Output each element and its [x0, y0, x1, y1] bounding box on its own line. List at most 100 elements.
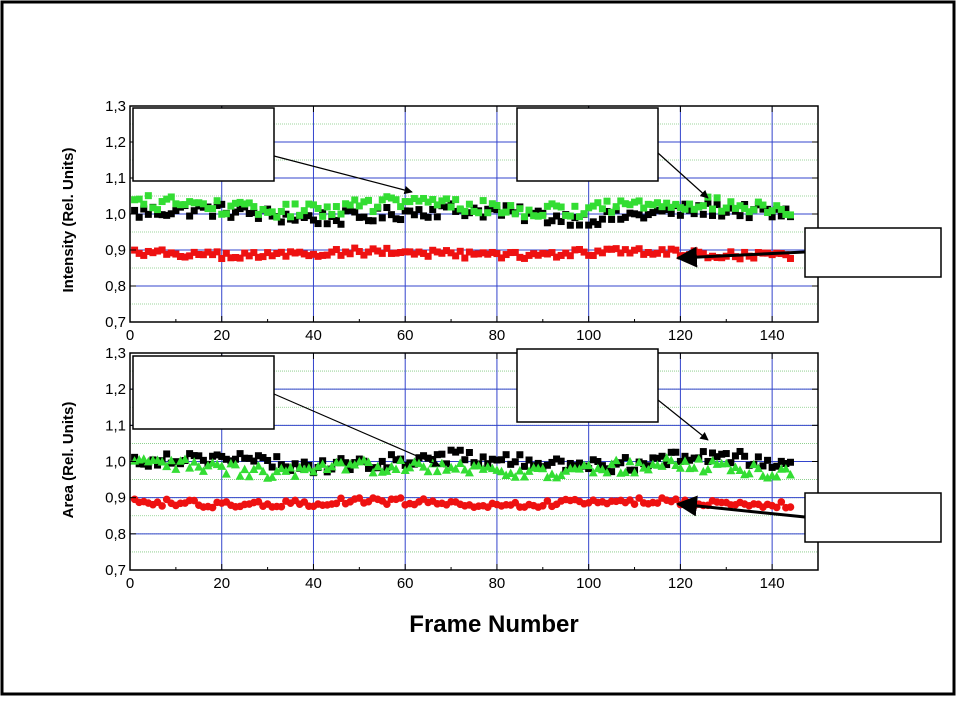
data-point — [534, 251, 542, 259]
x-tick-label: 120 — [668, 327, 693, 344]
data-point — [199, 456, 207, 464]
data-point — [351, 244, 359, 252]
data-point — [686, 200, 694, 208]
data-point — [484, 209, 492, 217]
data-point — [254, 210, 262, 218]
data-point — [621, 200, 629, 208]
x-tick-label: 80 — [489, 327, 506, 344]
data-point — [621, 213, 629, 221]
data-point — [653, 499, 662, 507]
data-point — [488, 248, 496, 256]
data-point — [478, 464, 488, 473]
data-point — [250, 249, 258, 257]
data-point — [608, 245, 616, 253]
data-point — [236, 205, 244, 213]
data-point — [566, 212, 574, 220]
data-point — [304, 463, 314, 472]
data-point — [777, 212, 785, 220]
data-point — [296, 248, 304, 256]
data-point — [378, 457, 386, 465]
data-point — [676, 457, 684, 465]
data-point — [681, 452, 689, 460]
annotations — [132, 107, 942, 543]
data-point — [553, 455, 561, 463]
data-point — [139, 454, 149, 463]
data-point — [507, 202, 515, 210]
data-point — [290, 471, 300, 480]
data-point — [401, 248, 409, 256]
data-point — [612, 203, 620, 211]
data-point — [186, 212, 194, 220]
data-point — [195, 199, 203, 207]
data-point — [786, 503, 795, 511]
data-point — [282, 252, 290, 260]
data-point — [498, 254, 506, 262]
data-point — [442, 460, 450, 468]
data-point — [140, 460, 148, 468]
data-point — [241, 200, 249, 208]
data-point — [259, 205, 267, 213]
data-point — [698, 466, 708, 476]
data-point — [186, 252, 194, 260]
data-point — [575, 459, 583, 467]
data-point — [144, 247, 152, 255]
data-point — [281, 466, 291, 475]
data-point — [415, 206, 423, 214]
annotation-box-area-black — [516, 348, 659, 423]
data-point — [663, 250, 671, 258]
x-tick-label: 140 — [760, 327, 785, 344]
data-point — [374, 203, 382, 211]
data-point — [218, 452, 226, 460]
data-point — [667, 203, 675, 211]
data-point — [608, 208, 616, 216]
data-point — [328, 248, 336, 256]
data-point — [135, 249, 143, 257]
data-point — [342, 248, 350, 256]
data-point — [709, 205, 717, 213]
data-point — [221, 469, 231, 478]
data-point — [424, 252, 432, 260]
data-point — [626, 209, 634, 217]
data-point — [208, 503, 217, 512]
data-point — [447, 203, 455, 211]
data-point — [135, 195, 143, 203]
y-tick-label: 1,3 — [105, 98, 126, 115]
data-point — [672, 246, 680, 254]
data-point — [658, 203, 666, 211]
data-point — [199, 251, 207, 259]
data-point — [172, 250, 180, 258]
data-point — [218, 255, 226, 263]
data-point — [777, 457, 785, 465]
data-point — [172, 458, 180, 466]
data-point — [369, 245, 377, 253]
data-point — [365, 196, 373, 204]
data-point — [772, 503, 781, 512]
data-point — [323, 220, 331, 228]
data-point — [484, 250, 492, 258]
data-point — [626, 249, 634, 257]
data-point — [594, 457, 602, 465]
data-point — [488, 455, 496, 463]
data-point — [511, 458, 519, 466]
data-point — [571, 246, 579, 254]
data-point — [410, 211, 418, 219]
data-point — [625, 456, 635, 466]
data-point — [644, 249, 652, 257]
data-point — [162, 461, 172, 471]
data-point — [594, 247, 602, 255]
data-point — [510, 472, 520, 481]
data-point — [556, 470, 566, 480]
data-point — [163, 211, 171, 219]
data-point — [360, 213, 368, 221]
data-point — [322, 464, 332, 473]
x-tick-label: 0 — [126, 575, 134, 592]
data-point — [608, 468, 616, 476]
data-point — [782, 251, 790, 259]
data-point — [768, 207, 776, 215]
data-point — [438, 197, 446, 205]
data-point — [475, 209, 483, 217]
data-point — [351, 196, 359, 204]
data-point — [465, 200, 473, 208]
x-tick-label: 60 — [397, 575, 414, 592]
data-point — [602, 467, 612, 477]
